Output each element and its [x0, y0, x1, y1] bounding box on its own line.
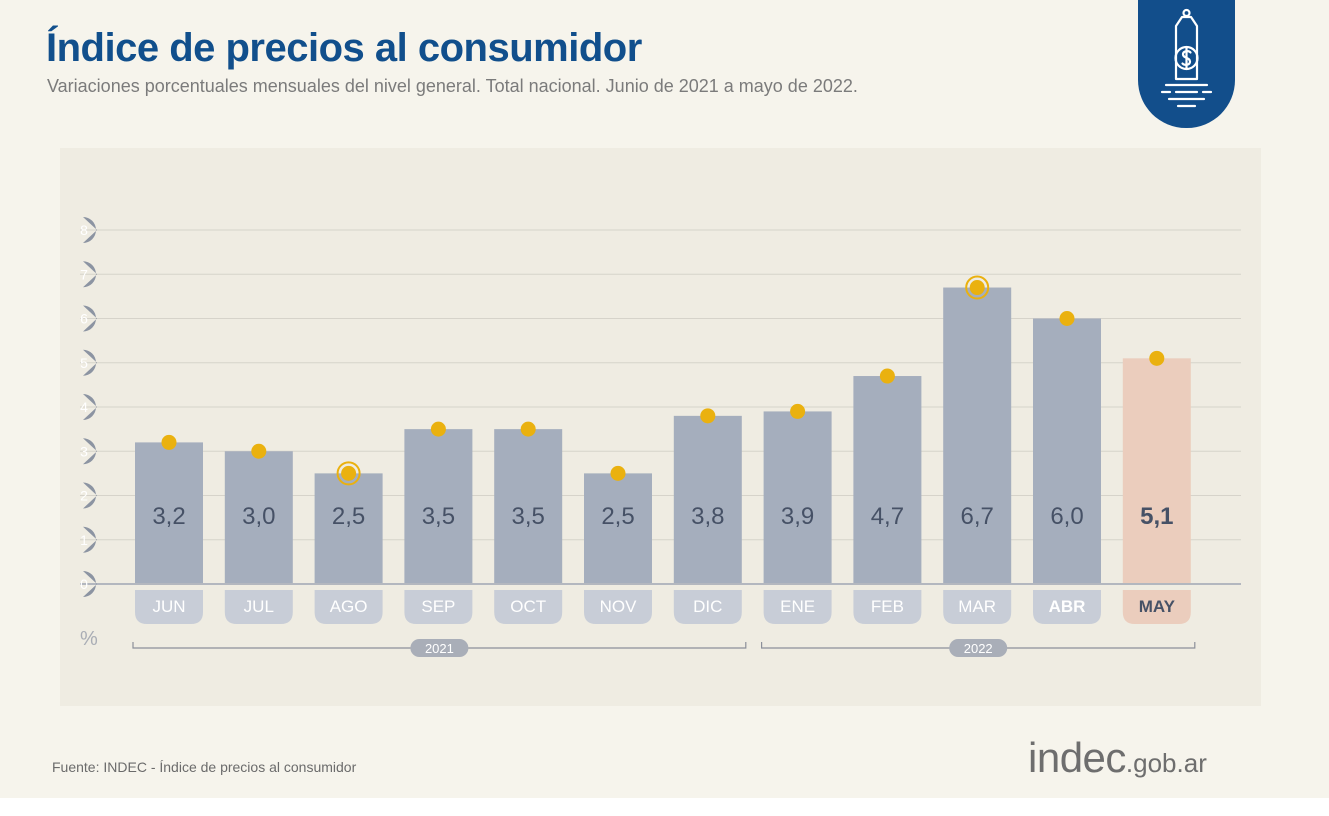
value-label-nov: 2,5: [601, 503, 634, 530]
value-label-dic: 3,8: [691, 503, 724, 530]
bar-abr: [1033, 318, 1101, 584]
value-label-mar: 6,7: [961, 503, 994, 530]
year-label-2022: 2022: [964, 641, 993, 656]
marker-sep: [430, 421, 446, 437]
x-tick-label-abr: ABR: [1049, 597, 1086, 616]
x-tick-pill-jun: [135, 590, 203, 624]
page-subtitle: Variaciones porcentuales mensuales del n…: [47, 76, 858, 96]
y-tick-badge-2: [70, 482, 97, 509]
source-note: Fuente: INDEC - Índice de precios al con…: [52, 759, 357, 775]
marker-ring-ago: [336, 461, 361, 486]
x-tick-pill-ene: [763, 590, 832, 624]
marker-ring-mar: [965, 275, 990, 300]
x-tick-label-ago: AGO: [330, 597, 368, 616]
x-tick-pill-dic: [673, 590, 742, 624]
logo-main: indec: [1028, 734, 1126, 781]
x-tick-pill-feb: [853, 590, 922, 624]
y-tick-badge-5: [70, 349, 97, 376]
header-badge: [1138, 0, 1235, 128]
value-label-sep: 3,5: [422, 503, 455, 530]
value-label-jun: 3,2: [152, 503, 185, 530]
year-label-2021: 2021: [425, 641, 454, 656]
x-tick-pill-mar: [943, 590, 1012, 624]
x-tick-pill-ago: [314, 590, 383, 624]
x-tick-pill-jul: [224, 590, 293, 624]
value-label-jul: 3,0: [242, 503, 275, 530]
marker-feb: [879, 368, 895, 384]
y-tick-badge-0: [70, 571, 97, 597]
value-label-feb: 4,7: [871, 503, 904, 530]
year-pill-2021: [410, 639, 469, 657]
value-label-ene: 3,9: [781, 503, 814, 530]
x-tick-label-dic: DIC: [693, 597, 722, 616]
y-tick-label-5: 5: [80, 355, 88, 371]
x-tick-label-sep: SEP: [421, 597, 455, 616]
marker-nov: [610, 465, 626, 481]
y-tick-badge-6: [70, 305, 97, 332]
bar-oct: [494, 429, 563, 584]
chart-panel: 0 1 2 3 4 5 6 7 8 3,2 3,0 2,5 3,5 3,5 2,5 3,8 3,9 4,7 6,7 6…: [60, 148, 1261, 706]
value-label-may: 5,1: [1140, 503, 1173, 530]
y-tick-label-2: 2: [80, 488, 88, 504]
x-tick-label-may: MAY: [1139, 597, 1176, 616]
y-tick-label-0: 0: [80, 576, 88, 592]
year-pill-2022: [949, 639, 1008, 657]
bar-mar: [943, 287, 1012, 584]
y-tick-label-7: 7: [80, 266, 88, 282]
x-tick-pill-oct: [494, 590, 563, 624]
y-tick-badge-1: [70, 526, 97, 553]
bar-nov: [584, 473, 652, 584]
marker-oct: [520, 421, 536, 437]
page-title: Índice de precios al consumidor: [46, 26, 642, 70]
y-tick-label-1: 1: [80, 532, 88, 548]
y-tick-label-6: 6: [80, 311, 88, 327]
bar-feb: [853, 376, 922, 584]
y-tick-badge-8: [70, 217, 97, 243]
y-tick-badge-3: [70, 438, 97, 465]
value-label-ago: 2,5: [332, 503, 365, 530]
x-tick-label-nov: NOV: [600, 597, 638, 616]
indec-logo: indec.gob.ar: [1028, 734, 1207, 782]
bar-sep: [404, 429, 473, 584]
marker-mar: [969, 280, 985, 296]
value-label-oct: 3,5: [512, 503, 545, 530]
y-tick-label-8: 8: [80, 222, 88, 238]
marker-abr: [1059, 311, 1075, 326]
marker-ago: [341, 465, 357, 481]
marker-jul: [251, 443, 267, 459]
x-tick-label-jul: JUL: [244, 597, 274, 616]
y-tick-badge-4: [70, 394, 97, 420]
bar-jun: [135, 442, 203, 584]
bar-chart: 0 1 2 3 4 5 6 7 8 3,2 3,0 2,5 3,5 3,5 2,5 3,8 3,9 4,7 6,7 6…: [70, 217, 1241, 657]
x-tick-label-jun: JUN: [152, 597, 185, 616]
price-tag-dollar-icon: [1160, 8, 1213, 108]
x-tick-pill-sep: [404, 590, 473, 624]
bar-jul: [224, 451, 293, 584]
y-tick-label-4: 4: [80, 399, 88, 415]
x-tick-label-ene: ENE: [780, 597, 815, 616]
bar-may: [1122, 358, 1191, 584]
bar-dic: [673, 415, 742, 584]
x-tick-label-mar: MAR: [958, 597, 996, 616]
x-tick-label-feb: FEB: [871, 597, 904, 616]
marker-may: [1149, 350, 1165, 366]
y-tick-label-3: 3: [80, 443, 88, 459]
logo-domain: .gob.ar: [1125, 748, 1207, 778]
marker-ene: [790, 403, 806, 419]
x-tick-pill-nov: [584, 590, 652, 624]
bar-ene: [763, 411, 832, 584]
marker-dic: [700, 408, 716, 424]
value-label-abr: 6,0: [1050, 503, 1083, 530]
x-tick-pill-may: [1122, 590, 1191, 624]
x-tick-pill-abr: [1033, 590, 1101, 624]
y-unit-label: %: [80, 628, 98, 650]
bar-ago: [314, 473, 383, 584]
bottom-strip: [0, 798, 1329, 816]
x-tick-label-oct: OCT: [510, 597, 546, 616]
y-tick-badge-7: [70, 261, 97, 288]
marker-jun: [161, 434, 177, 450]
